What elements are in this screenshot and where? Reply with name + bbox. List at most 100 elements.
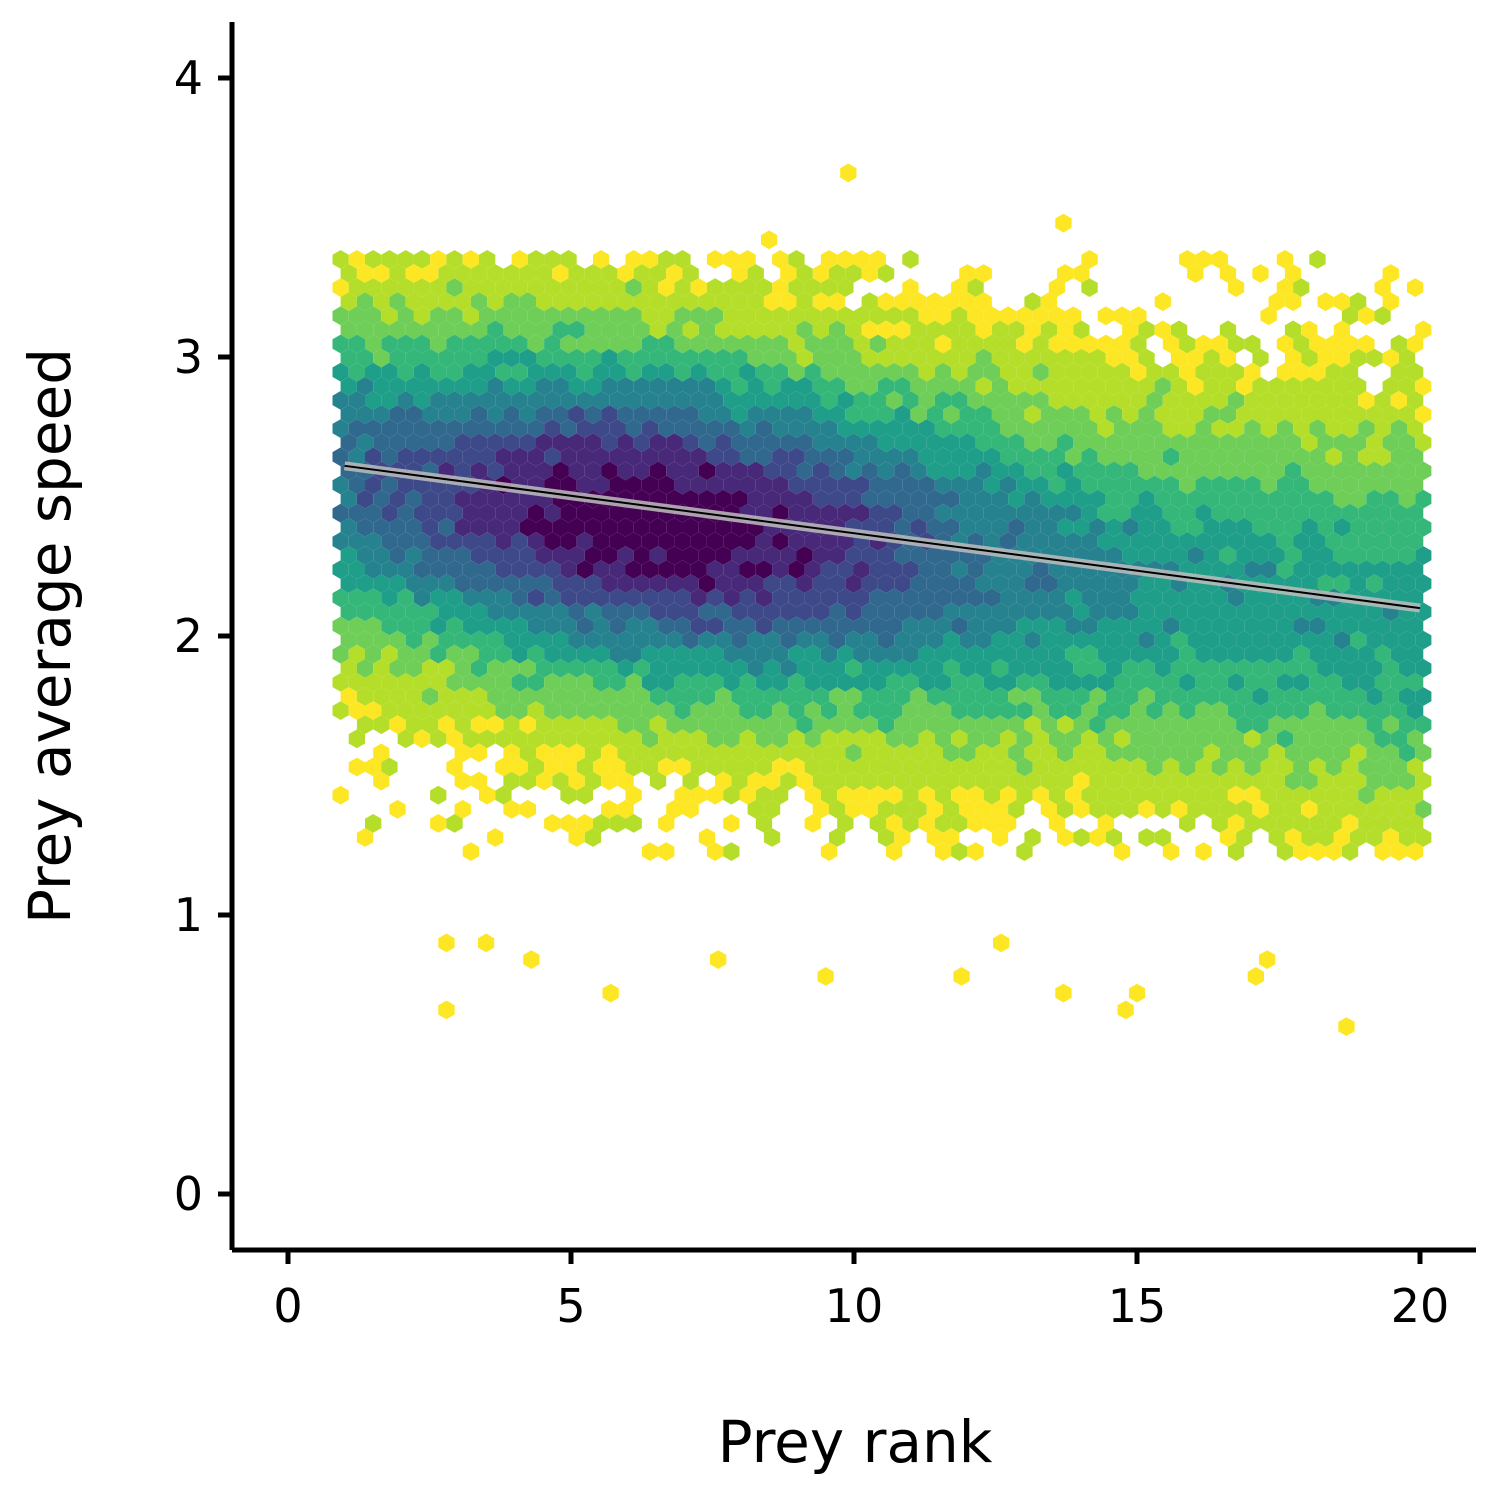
hexbin-cell: [1048, 644, 1066, 664]
hexbin-cell: [1032, 560, 1049, 579]
hexbin-cell: [340, 405, 357, 424]
hexbin-cell: [755, 278, 773, 297]
hexbin-cell: [698, 517, 716, 537]
hexbin-cell: [479, 588, 496, 608]
hexbin-cell: [967, 701, 984, 720]
hexbin-cell: [405, 602, 422, 622]
hexbin-cell: [479, 447, 496, 467]
hexbin-cell-outlier: [817, 967, 834, 986]
hexbin-cell: [755, 673, 773, 692]
hexbin-cell: [1398, 743, 1416, 763]
hexbin-cell: [1219, 433, 1237, 453]
hexbin-cell: [780, 433, 797, 453]
hexbin-cell: [1057, 489, 1074, 509]
hexbin-cell: [1293, 419, 1310, 438]
hexbin-cell: [861, 602, 878, 622]
hexbin-cell: [1236, 405, 1253, 424]
hexbin-cell: [951, 842, 968, 861]
hexbin-cell: [1293, 447, 1310, 467]
hexbin-cell: [796, 658, 813, 678]
hexbin-cell: [1097, 588, 1114, 608]
hexbin-cell: [601, 348, 618, 368]
hexbin-cell: [1268, 743, 1285, 763]
hexbin-cell: [845, 602, 862, 622]
hexbin-cell: [1309, 757, 1326, 777]
hexbin-cell: [772, 447, 789, 467]
hexbin-cell: [1236, 743, 1253, 763]
hexbin-cell: [747, 602, 764, 622]
hexbin-cell: [837, 814, 854, 833]
hexbin-cell: [1350, 743, 1367, 763]
hexbin-cell: [593, 588, 610, 608]
hexbin-cell: [1114, 588, 1131, 608]
hexbin-cell: [877, 574, 895, 594]
hexbin-cell: [1211, 362, 1228, 382]
hexbin-cell: [560, 475, 577, 495]
hexbin-cell: [397, 673, 414, 692]
hexbin-cell: [1301, 433, 1318, 453]
hexbin-cell: [820, 616, 838, 636]
hexbin-cell: [951, 334, 968, 354]
hexbin-cell: [1244, 362, 1261, 382]
hexbin-cell: [1138, 687, 1155, 706]
hexbin-cell: [877, 771, 895, 791]
hexbin-cell: [584, 461, 602, 481]
hexbin-cell: [812, 264, 829, 283]
hexbin-cell: [527, 560, 545, 579]
hexbin-cell: [658, 560, 675, 579]
hexbin-cell: [511, 532, 528, 551]
hexbin-cell: [780, 489, 797, 509]
hexbin-cell: [1309, 250, 1326, 269]
hexbin-cell: [568, 320, 585, 340]
hexbin-cell: [829, 658, 846, 678]
hexbin-cell: [1008, 376, 1025, 396]
hexbin-cell: [454, 264, 471, 283]
hexbin-cell: [503, 264, 520, 283]
hexbin-cell: [1309, 616, 1326, 636]
hexbin-cell: [519, 658, 536, 678]
hexbin-cell: [1415, 433, 1432, 453]
hexbin-cell: [739, 560, 756, 579]
hexbin-cell: [706, 306, 724, 326]
hexbin-cell: [1179, 644, 1196, 664]
hexbin-cell: [983, 701, 1000, 720]
hexbin-cell: [1024, 461, 1041, 481]
hexbin-cell: [560, 362, 577, 382]
hexbin-cell: [430, 278, 447, 297]
hexbin-cell: [422, 348, 439, 368]
hexbin-cell: [877, 546, 895, 565]
hexbin-cell: [698, 743, 716, 763]
hexbin-cell: [397, 278, 414, 297]
hexbin-cell: [869, 757, 886, 777]
hexbin-cell: [1407, 757, 1424, 777]
hexbin-cell: [1382, 687, 1399, 706]
hexbin-cell: [1366, 348, 1383, 368]
hexbin-cell: [405, 574, 422, 594]
y-axis-title: Prey average speed: [16, 348, 84, 924]
hexbin-cell: [1211, 588, 1228, 608]
hexbin-cell: [747, 433, 764, 453]
hexbin-cell: [584, 771, 602, 791]
hexbin-cell: [1276, 644, 1294, 664]
hexbin-cell: [682, 546, 699, 565]
hexbin-cell: [1008, 743, 1025, 763]
hexbin-cell: [633, 715, 650, 735]
hexbin-cell: [1317, 574, 1334, 594]
hexbin-cell: [682, 489, 699, 509]
hexbin-cell: [365, 250, 382, 269]
hexbin-cell: [983, 475, 1000, 495]
hexbin-cell: [1048, 334, 1066, 354]
hexbin-cell: [934, 785, 952, 805]
hexbin-cell: [886, 673, 903, 692]
hexbin-cell: [576, 503, 593, 523]
hexbin-cell: [1333, 828, 1350, 847]
hexbin-cell: [926, 602, 943, 622]
hexbin-cell: [389, 489, 406, 509]
hexbin-cell: [991, 405, 1009, 424]
hexbin-cell: [967, 475, 984, 495]
hexbin-cell: [861, 771, 878, 791]
hexbin-cell: [1179, 475, 1196, 495]
hexbin-cell: [601, 743, 618, 763]
hexbin-cell: [438, 630, 455, 650]
hexbin-cell: [723, 729, 740, 749]
